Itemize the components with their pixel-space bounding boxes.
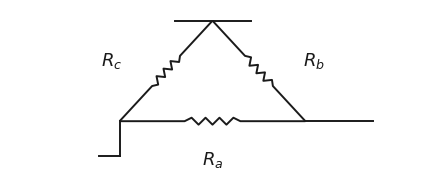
Text: $R_b$: $R_b$: [303, 51, 325, 71]
Text: $R_a$: $R_a$: [202, 150, 223, 170]
Text: $R_c$: $R_c$: [101, 51, 122, 71]
